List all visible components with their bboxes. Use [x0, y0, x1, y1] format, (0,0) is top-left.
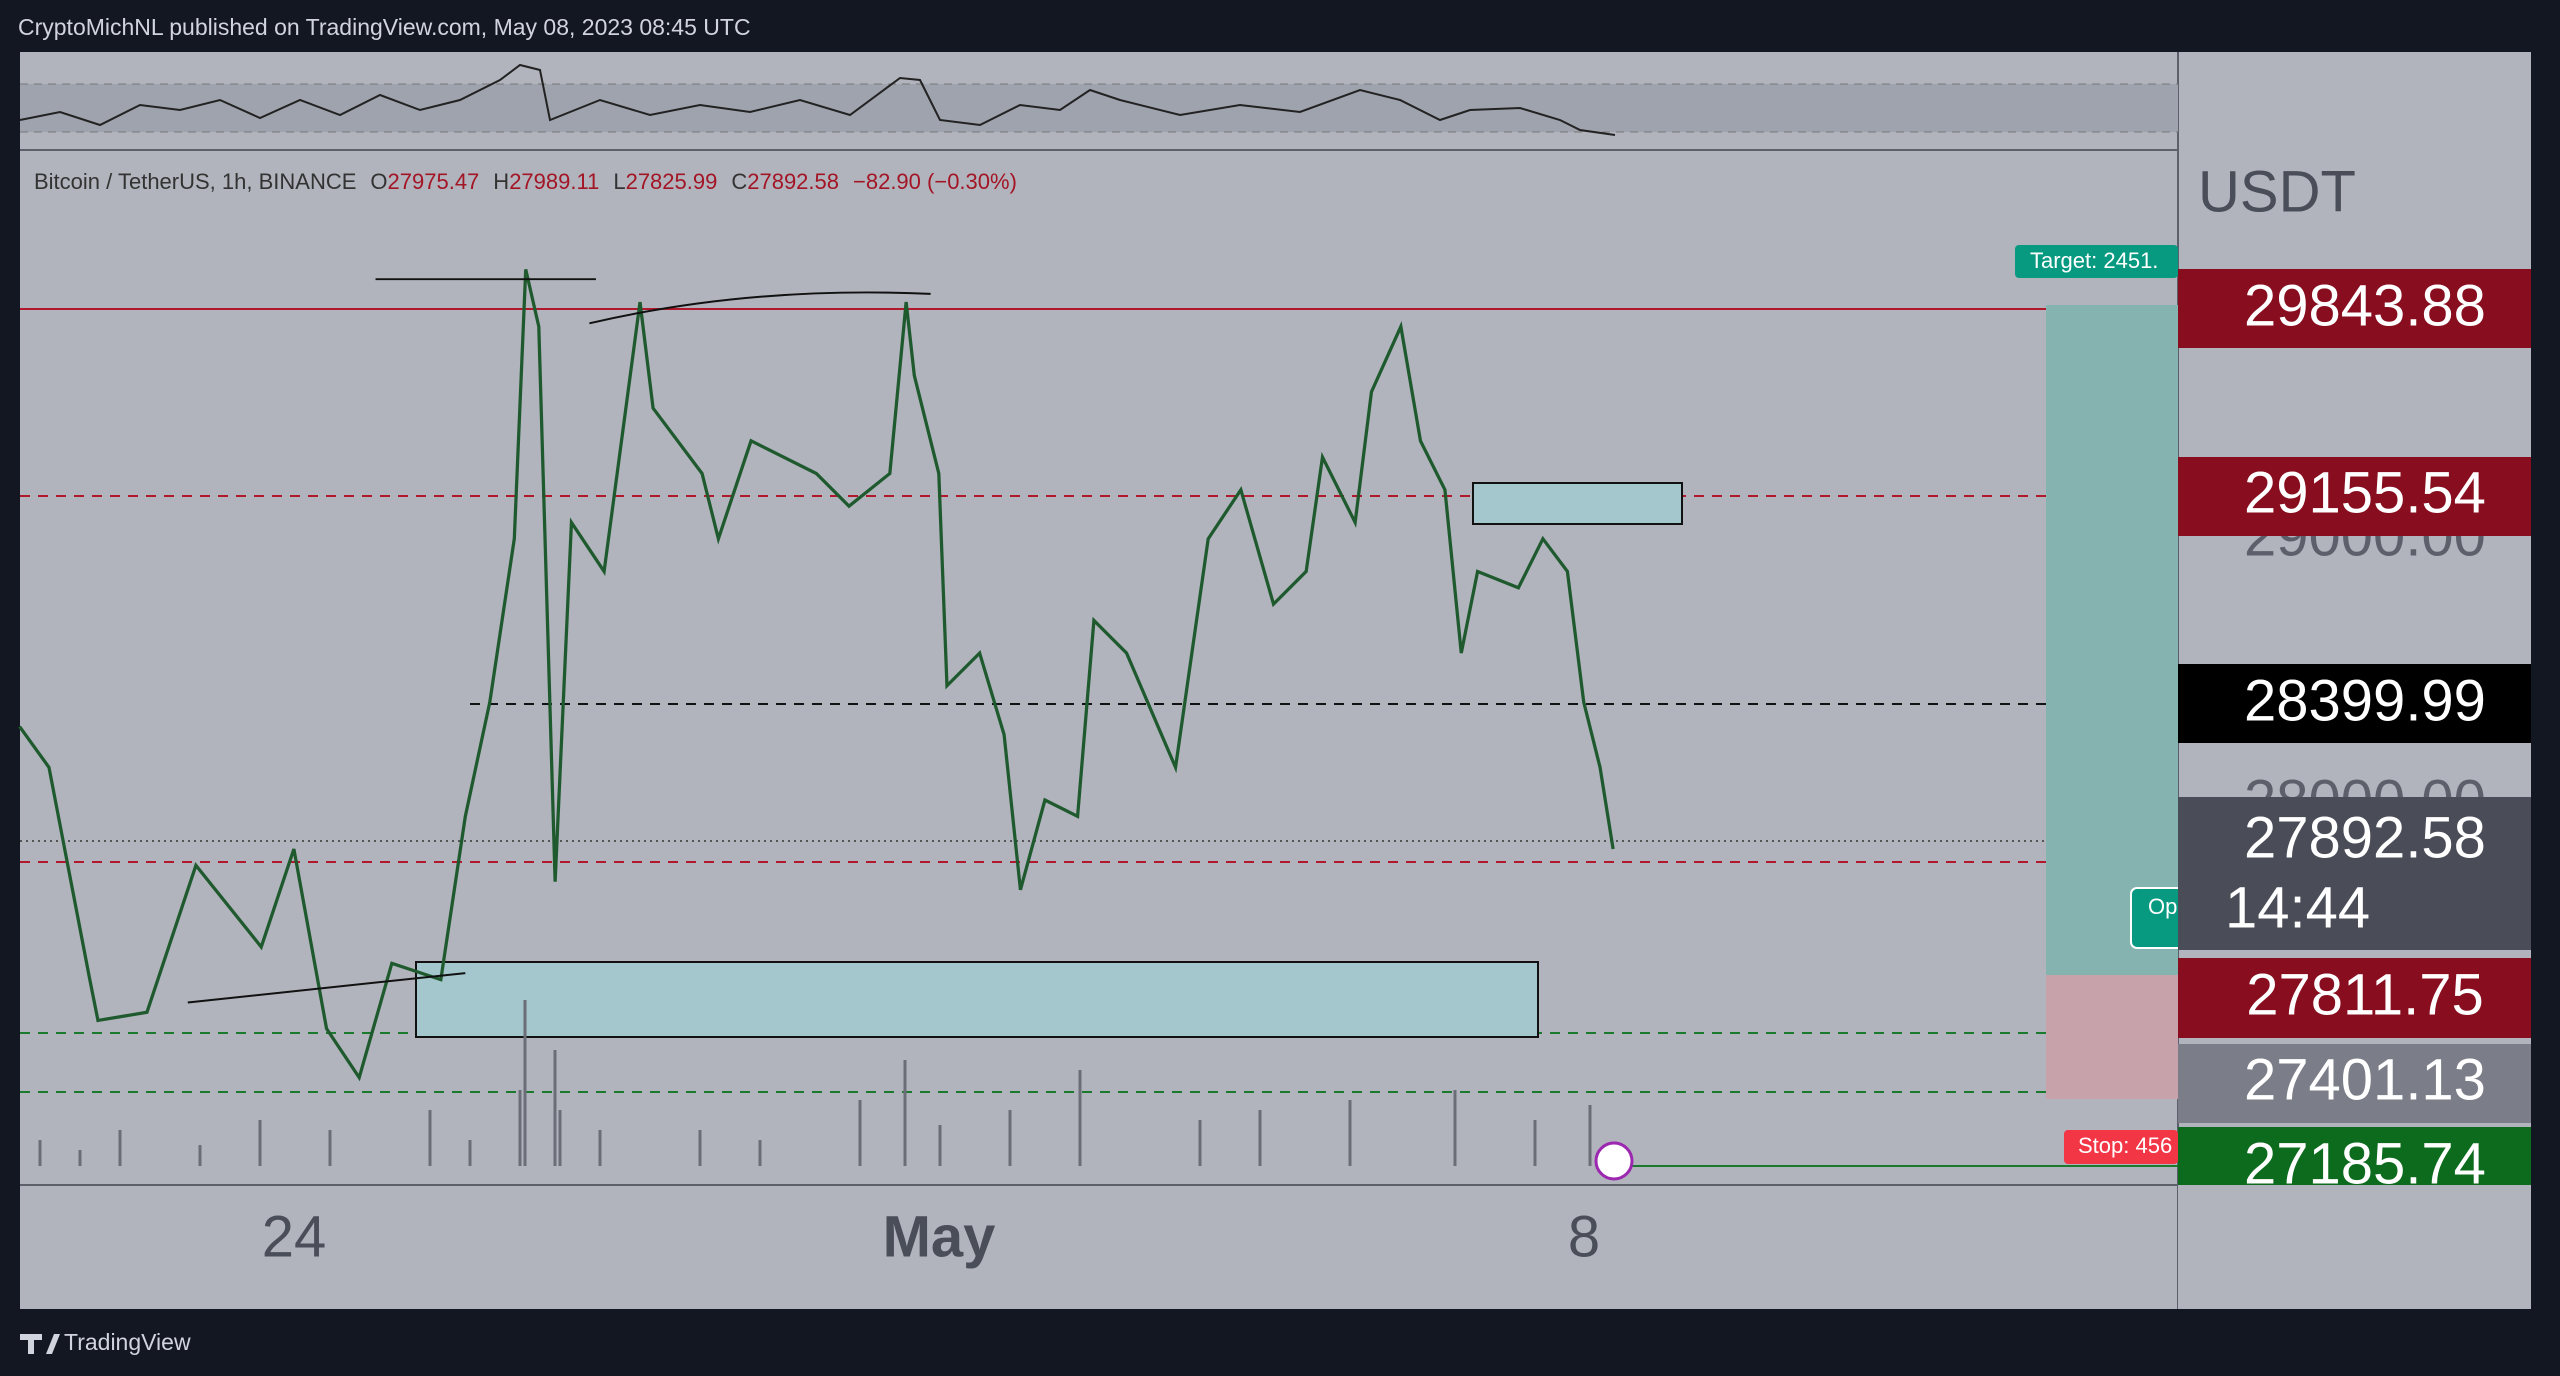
rsi-line — [19, 63, 1616, 136]
price-label-bg — [2178, 457, 2531, 536]
currency: USDT — [2198, 159, 2356, 224]
price-label-bg — [2178, 664, 2531, 743]
price-label: 28399.99 — [2244, 668, 2486, 733]
value: 27975.47 — [388, 169, 480, 194]
stop-label: Stop: 456 — [2078, 1133, 2172, 1158]
volume-bars — [38, 1000, 1592, 1166]
change: −82.90 (−0.30%) — [853, 169, 1017, 194]
brand: TradingView — [64, 1329, 191, 1355]
countdown: 14:44 — [2225, 875, 2370, 940]
legend: Bitcoin / TetherUS, 1h, BINANCE O27975.47… — [34, 169, 1017, 194]
stop-zone — [2046, 975, 2178, 1099]
key: C — [731, 169, 747, 194]
alert-icon — [1594, 1141, 1634, 1181]
key: O — [370, 169, 387, 194]
price-label: 27892.58 — [2244, 805, 2486, 870]
value: 27989.11 — [509, 169, 599, 194]
value: 27892.58 — [747, 169, 839, 194]
price-label-bg — [2178, 797, 2531, 950]
target-label: Target: 2451. — [2030, 248, 2158, 273]
drawing-arrow — [187, 278, 931, 1004]
time-label: 8 — [1568, 1204, 1600, 1269]
price-label-bg — [2178, 269, 2531, 348]
time-label: 24 — [262, 1204, 327, 1269]
price-label: 27401.13 — [2244, 1047, 2486, 1112]
price-label: 29155.54 — [2244, 460, 2486, 525]
publish-line: CryptoMichNL published on TradingView.co… — [18, 14, 751, 40]
price-label-bg — [2178, 1127, 2531, 1185]
price-label-bg — [2178, 1044, 2531, 1123]
price-label: 29843.88 — [2244, 273, 2486, 338]
chart-pane — [20, 52, 2178, 1309]
demand-zone — [415, 961, 1539, 1038]
supply-zone — [1472, 482, 1683, 525]
stop-label-bg — [2064, 1130, 2178, 1164]
rsi-band — [20, 84, 2178, 132]
open-label: Op — [2148, 894, 2177, 919]
time-label: May — [883, 1204, 996, 1269]
value: 27825.99 — [626, 169, 718, 194]
price-label: 27811.75 — [2246, 962, 2484, 1027]
brand-logo — [20, 1334, 60, 1354]
axis-corner — [2178, 1185, 2531, 1309]
target-zone — [2046, 305, 2178, 975]
key: H — [493, 169, 509, 194]
target-label-bg — [2015, 245, 2178, 278]
symbol: Bitcoin / TetherUS, 1h, BINANCE — [34, 169, 356, 194]
price-label-bg — [2178, 958, 2531, 1038]
price-path — [18, 269, 1615, 1082]
key: L — [613, 169, 625, 194]
